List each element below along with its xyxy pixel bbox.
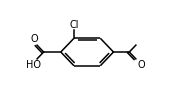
- Text: Cl: Cl: [69, 20, 79, 30]
- Text: HO: HO: [26, 60, 41, 70]
- Text: O: O: [31, 34, 38, 44]
- Text: O: O: [137, 60, 145, 70]
